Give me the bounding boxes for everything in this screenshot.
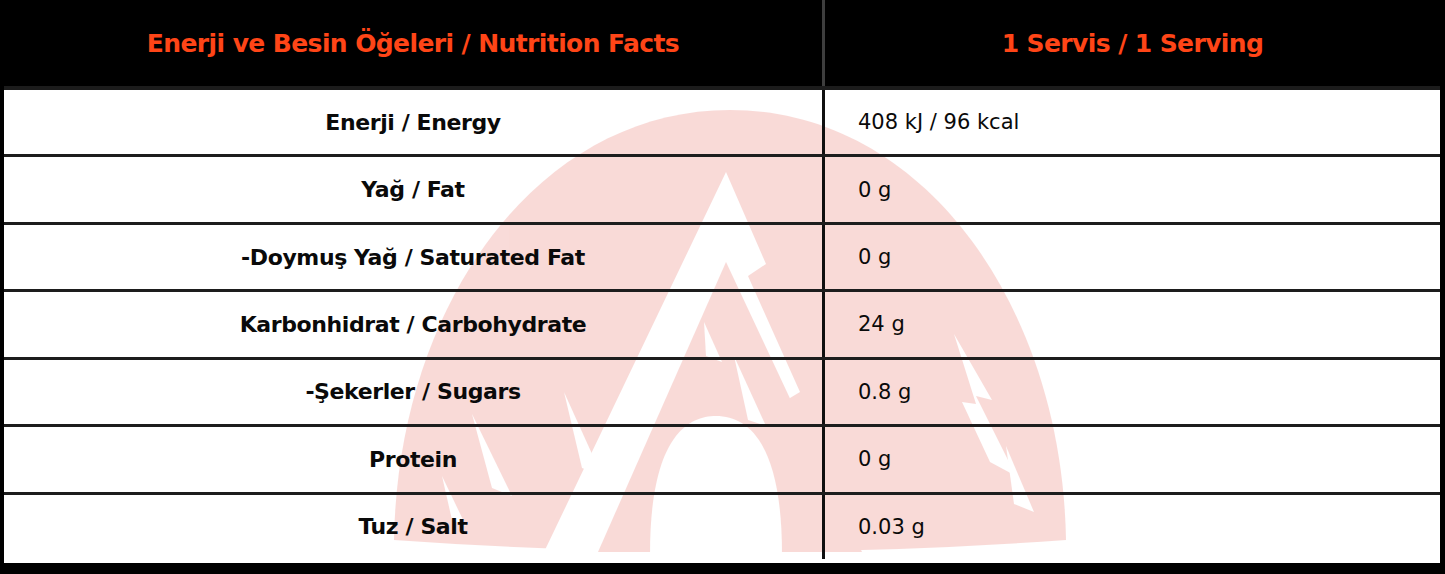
nutrition-rows: Enerji / Energy 408 kJ / 96 kcal Yağ / F… <box>4 90 1440 559</box>
table-row-carbohydrate: Karbonhidrat / Carbohydrate 24 g <box>4 289 1440 356</box>
row-label-cell: Yağ / Fat <box>4 157 825 221</box>
nutrition-value: 0 g <box>858 447 891 471</box>
nutrition-value: 408 kJ / 96 kcal <box>858 110 1019 134</box>
nutrition-label: Enerji / Energy <box>325 110 500 135</box>
nutrition-label: Yağ / Fat <box>361 177 464 202</box>
nutrition-label: Karbonhidrat / Carbohydrate <box>240 312 587 337</box>
nutrition-facts-card: Enerji ve Besin Öğeleri / Nutrition Fact… <box>0 0 1445 574</box>
header-cell-nutrition-facts: Enerji ve Besin Öğeleri / Nutrition Fact… <box>4 0 825 86</box>
header-cell-serving: 1 Servis / 1 Serving <box>825 0 1440 86</box>
row-value-cell: 0 g <box>825 157 1440 221</box>
row-label-cell: Enerji / Energy <box>4 90 825 154</box>
table-row-salt: Tuz / Salt 0.03 g <box>4 492 1440 559</box>
row-value-cell: 0 g <box>825 225 1440 289</box>
row-value-cell: 0.03 g <box>825 495 1440 559</box>
nutrition-label: Protein <box>369 447 457 472</box>
table-header: Enerji ve Besin Öğeleri / Nutrition Fact… <box>4 0 1440 90</box>
table-row-energy: Enerji / Energy 408 kJ / 96 kcal <box>4 90 1440 154</box>
row-value-cell: 408 kJ / 96 kcal <box>825 90 1440 154</box>
nutrition-value: 0 g <box>858 178 891 202</box>
serving-title: 1 Servis / 1 Serving <box>1002 29 1264 58</box>
row-value-cell: 24 g <box>825 292 1440 356</box>
nutrition-label: -Şekerler / Sugars <box>305 379 520 404</box>
nutrition-value: 24 g <box>858 312 905 336</box>
row-label-cell: Tuz / Salt <box>4 495 825 559</box>
row-label-cell: -Doymuş Yağ / Saturated Fat <box>4 225 825 289</box>
table-row-fat: Yağ / Fat 0 g <box>4 154 1440 221</box>
table-row-protein: Protein 0 g <box>4 424 1440 491</box>
row-value-cell: 0 g <box>825 427 1440 491</box>
nutrition-facts-title: Enerji ve Besin Öğeleri / Nutrition Fact… <box>147 29 679 58</box>
table-row-saturated-fat: -Doymuş Yağ / Saturated Fat 0 g <box>4 222 1440 289</box>
nutrition-value: 0 g <box>858 245 891 269</box>
row-label-cell: -Şekerler / Sugars <box>4 360 825 424</box>
table-row-sugars: -Şekerler / Sugars 0.8 g <box>4 357 1440 424</box>
nutrition-label: Tuz / Salt <box>358 514 467 539</box>
row-label-cell: Karbonhidrat / Carbohydrate <box>4 292 825 356</box>
row-label-cell: Protein <box>4 427 825 491</box>
nutrition-value: 0.8 g <box>858 380 911 404</box>
nutrition-label: -Doymuş Yağ / Saturated Fat <box>241 245 585 270</box>
nutrition-value: 0.03 g <box>858 515 925 539</box>
row-value-cell: 0.8 g <box>825 360 1440 424</box>
